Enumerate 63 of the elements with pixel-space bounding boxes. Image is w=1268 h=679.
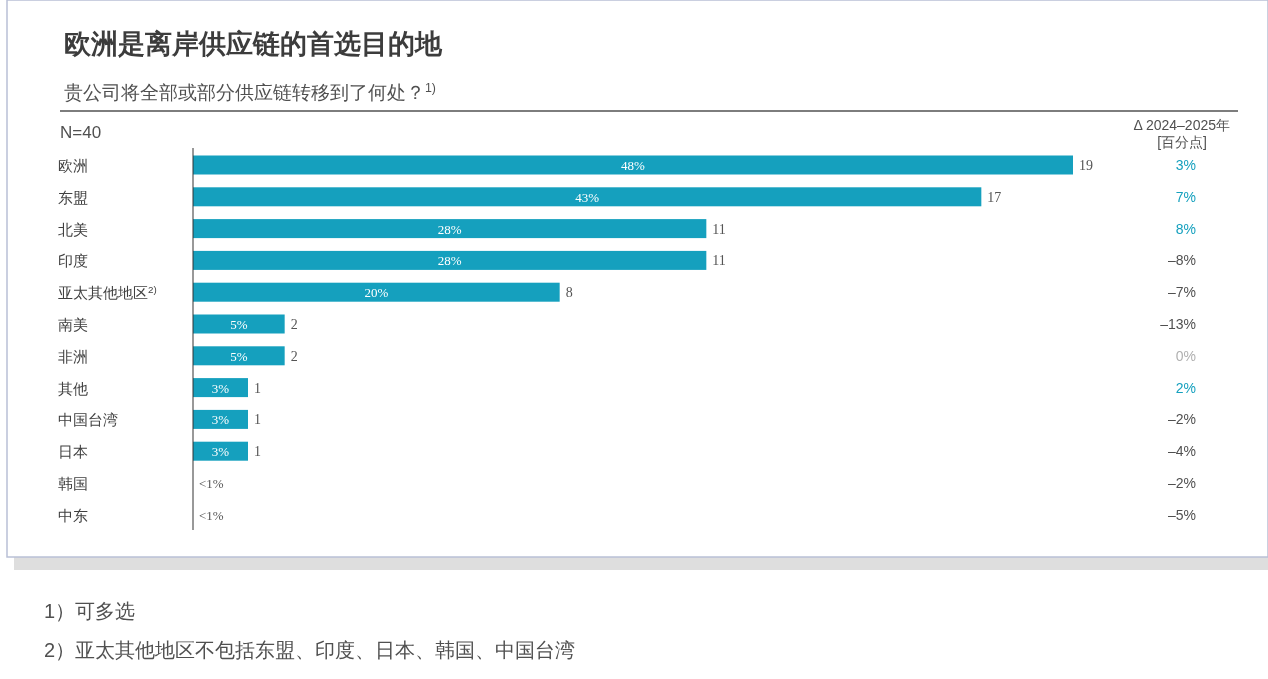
y-tick-label: 中东 — [58, 506, 88, 524]
bar — [193, 441, 248, 461]
text: –8% — [1167, 252, 1196, 269]
y-tick-label: 南美 — [58, 316, 88, 333]
bar — [193, 250, 707, 270]
bar — [193, 155, 1073, 175]
annotation: 11 — [712, 253, 726, 269]
y-tick-label: 欧洲 — [58, 157, 88, 174]
y-tick-label: 韩国 — [58, 475, 88, 492]
y-tick-label: 非洲 — [58, 347, 88, 365]
text: N=40 — [60, 123, 102, 142]
bar — [193, 409, 248, 429]
text: 2）亚太其他地区不包括东盟、印度、日本、韩国、中国台湾 — [44, 639, 576, 661]
bar — [193, 314, 285, 334]
bar — [193, 282, 560, 302]
annotation: 1 — [254, 412, 261, 428]
text: –2% — [1167, 411, 1196, 428]
bar — [193, 187, 982, 207]
y-tick-label: 印度 — [58, 252, 88, 270]
text: 2% — [1175, 379, 1196, 396]
annotation: 2 — [290, 348, 298, 364]
y-tick-label: 中国台湾 — [58, 411, 118, 429]
y-tick-label: 北美 — [58, 220, 88, 238]
annotation: 8 — [565, 285, 573, 301]
data-label: 28% — [437, 221, 462, 237]
data-label: 3% — [211, 444, 230, 460]
text: –13% — [1160, 316, 1196, 332]
annotation: 2 — [290, 317, 298, 332]
text: Δ 2024–2025年 — [1133, 117, 1230, 133]
text: 7% — [1175, 188, 1196, 205]
text: 0% — [1175, 347, 1196, 364]
annotation: 11 — [712, 221, 726, 237]
chart-subtitle: 贵公司将全部或部分供应链转移到了何处？$^{1)}$ — [64, 81, 436, 103]
annotation: 19 — [1079, 158, 1093, 173]
text: [百分点] — [1157, 134, 1207, 150]
bar — [193, 219, 707, 239]
bar — [193, 346, 285, 366]
y-tick-label: 东盟 — [58, 188, 88, 206]
bar — [193, 378, 248, 398]
text: 1）可多选 — [44, 600, 136, 622]
data-label: <1% — [199, 476, 224, 491]
annotation: 17 — [987, 189, 1002, 205]
chart-title: 欧洲是离岸供应链的首选目的地 — [64, 29, 443, 59]
annotation: 1 — [254, 444, 261, 460]
data-label: 48% — [621, 158, 646, 173]
data-label: 5% — [230, 317, 248, 332]
text: –5% — [1167, 506, 1196, 523]
text: –4% — [1167, 443, 1196, 460]
annotation: 1 — [254, 380, 261, 396]
data-label: 20% — [364, 285, 389, 301]
data-label: 43% — [575, 189, 600, 205]
text: 3% — [1175, 157, 1196, 173]
data-label: <1% — [199, 507, 224, 523]
data-label: 5% — [230, 348, 248, 364]
text: –2% — [1167, 475, 1196, 491]
text: –7% — [1167, 284, 1196, 301]
y-tick-label: 其他 — [58, 379, 88, 397]
y-tick-label: 亚太其他地区$^{2)}$ — [58, 283, 157, 302]
data-label: 28% — [437, 253, 462, 269]
y-tick-label: 日本 — [58, 443, 88, 461]
data-label: 3% — [211, 412, 230, 428]
text: 8% — [1175, 220, 1196, 237]
data-label: 3% — [211, 380, 230, 396]
